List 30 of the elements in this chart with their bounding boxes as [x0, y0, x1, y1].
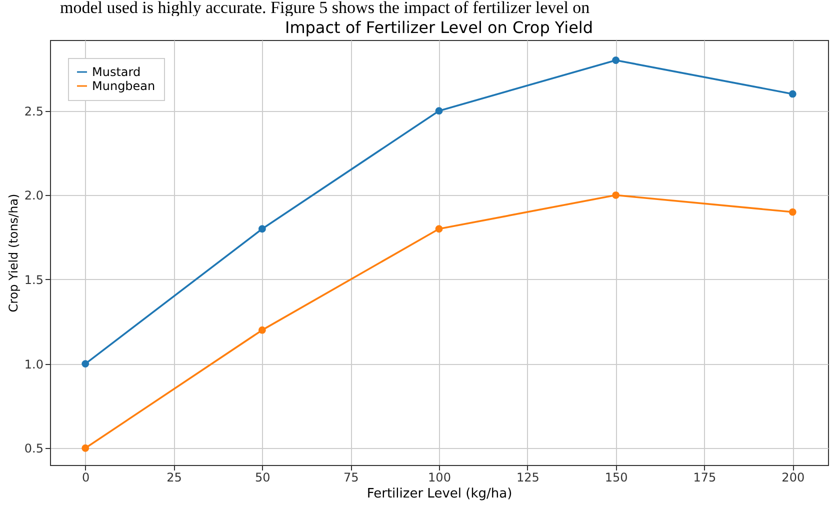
y-tick-label: 2.0 [24, 188, 44, 203]
legend-label: Mungbean [92, 79, 156, 93]
point [612, 191, 620, 199]
point [788, 90, 796, 98]
legend-label: Mustard [92, 65, 141, 79]
x-tick-label: 150 [604, 470, 628, 484]
x-tick-label: 75 [343, 470, 359, 484]
x-axis-title: Fertilizer Level (kg/ha) [366, 486, 512, 502]
point [258, 326, 266, 334]
y-tick-label: 0.5 [24, 442, 44, 456]
x-tick-label: 100 [428, 470, 451, 484]
point [435, 225, 443, 233]
chart-title: Impact of Fertilizer Level on Crop Yield [284, 18, 594, 37]
text: model used is highly accurate. Figure 5 shows the impact of fertilizer level on [59, 0, 591, 17]
y-tick-label: 1.5 [24, 272, 44, 287]
y-axis-title: Crop Yield (tons/ha) [6, 194, 20, 312]
x-tick-label: 25 [166, 470, 182, 484]
y-tick-label: 1.0 [24, 357, 44, 372]
point [612, 56, 620, 64]
point [435, 107, 443, 115]
point [788, 208, 796, 216]
point [82, 444, 90, 452]
x-tick-label: 175 [693, 470, 716, 484]
x-tick-label: 0 [82, 470, 90, 484]
point [82, 360, 90, 368]
x-tick-label: 50 [255, 470, 270, 484]
y-tick-label: 2.5 [24, 104, 44, 118]
point [258, 225, 266, 233]
x-tick-label: 125 [516, 470, 540, 484]
x-tick-label: 200 [782, 470, 805, 484]
